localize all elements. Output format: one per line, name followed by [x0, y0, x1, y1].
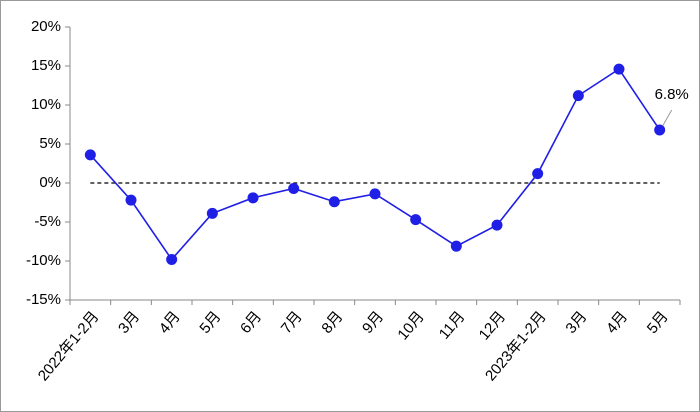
point — [247, 192, 259, 204]
y-tick-label: 15% — [31, 57, 61, 74]
point — [125, 194, 137, 206]
y-tick-label: 5% — [39, 135, 61, 152]
point — [654, 124, 666, 136]
y-tick-label: 0% — [39, 174, 61, 191]
point — [328, 196, 340, 208]
point — [410, 214, 422, 226]
point — [206, 207, 218, 219]
point — [491, 219, 503, 231]
point — [532, 168, 544, 180]
y-tick-label: -5% — [34, 213, 61, 230]
y-tick-label: -10% — [26, 252, 61, 269]
point — [572, 90, 584, 102]
data-label: 6.8% — [655, 86, 689, 103]
y-tick-label: -15% — [26, 291, 61, 308]
point — [369, 188, 381, 200]
y-tick-label: 10% — [31, 96, 61, 113]
point — [84, 149, 96, 161]
label-leader — [662, 109, 673, 127]
point — [613, 63, 625, 75]
point — [288, 182, 300, 194]
point — [166, 253, 178, 265]
point — [450, 240, 462, 252]
y-tick-label: 20% — [31, 18, 61, 35]
